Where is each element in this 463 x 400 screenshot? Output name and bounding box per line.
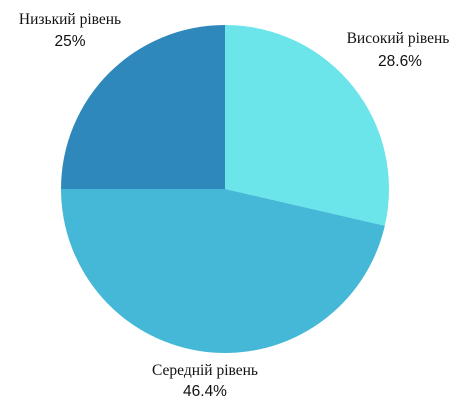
pie-slice-high	[225, 25, 389, 226]
slice-value-medium: 46.4%	[183, 383, 227, 400]
pie-slice-medium	[61, 189, 385, 353]
slice-value-high: 28.6%	[378, 53, 422, 70]
pie-slices	[61, 25, 389, 353]
slice-label-low: Низький рівень	[19, 11, 121, 28]
slice-value-low: 25%	[54, 33, 85, 50]
slice-label-high: Високий рівень	[347, 30, 450, 47]
pie-slice-low	[61, 25, 225, 189]
slice-label-medium: Середній рівень	[152, 362, 258, 379]
